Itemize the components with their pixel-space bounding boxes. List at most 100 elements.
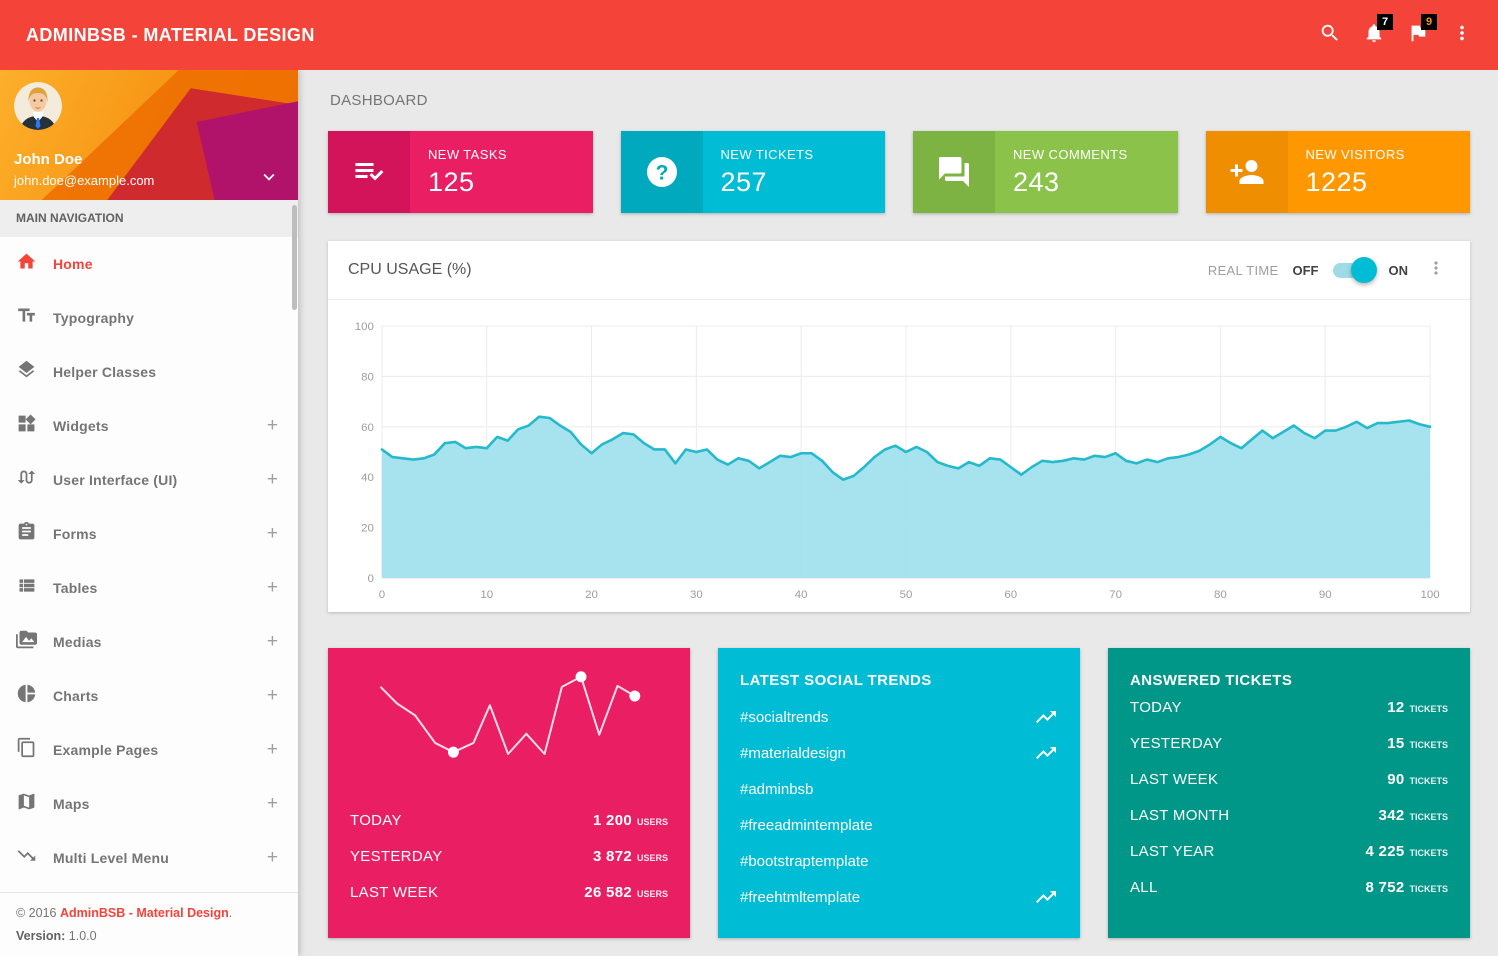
cpu-usage-card: CPU USAGE (%) REAL TIME OFF ON 0 20 40 60 80… — [328, 241, 1470, 612]
layers-icon — [16, 359, 37, 385]
main-content: DASHBOARD NEW TASKS 125 ? NEW TICKETS 25… — [298, 70, 1498, 956]
answered-tickets-title: ANSWERED TICKETS — [1130, 672, 1293, 689]
header-actions: 7 9 — [1308, 13, 1484, 57]
infobox-new-tasks: NEW TASKS 125 — [328, 131, 593, 213]
ticket-row: LAST YEAR 4 225 TICKETS — [1130, 843, 1448, 860]
sidebar-item-charts[interactable]: Charts + — [0, 669, 298, 723]
svg-text:60: 60 — [361, 422, 374, 434]
sidebar-item-helper-classes[interactable]: Helper Classes — [0, 345, 298, 399]
profile-expand-button[interactable] — [256, 166, 282, 192]
trending-up-icon — [1034, 741, 1058, 765]
sidebar-item-example-pages[interactable]: Example Pages + — [0, 723, 298, 777]
svg-text:90: 90 — [1319, 589, 1332, 601]
svg-text:70: 70 — [1109, 589, 1122, 601]
trend-row[interactable]: #adminbsb — [740, 780, 814, 798]
widgets-icon — [16, 413, 37, 439]
answered-tickets-card: ANSWERED TICKETS TODAY 12 TICKETS YESTER… — [1108, 648, 1470, 938]
sidebar-item-widgets[interactable]: Widgets + — [0, 399, 298, 453]
ticket-row: ALL 8 752 TICKETS — [1130, 879, 1448, 896]
map-icon — [16, 791, 37, 817]
stat-row: TODAY 1 200 USERS — [350, 812, 668, 829]
ticket-row: LAST MONTH 342 TICKETS — [1130, 807, 1448, 824]
copy-icon — [16, 737, 37, 763]
user-email: john.doe@example.com — [14, 173, 155, 188]
nav-section-label: MAIN NAVIGATION — [0, 200, 298, 237]
sidebar-item-typography[interactable]: Typography — [0, 291, 298, 345]
sidebar-item-maps[interactable]: Maps + — [0, 777, 298, 831]
more-vert-icon — [1451, 22, 1473, 49]
toggle-on-label: ON — [1388, 262, 1409, 278]
visitors-sparkline — [328, 648, 690, 800]
cpu-card-menu-button[interactable] — [1422, 256, 1450, 284]
svg-text:100: 100 — [355, 321, 374, 333]
version-value: 1.0.0 — [68, 929, 97, 943]
trend-row[interactable]: #freeadmintemplate — [740, 816, 873, 834]
trend-row[interactable]: #bootstraptemplate — [740, 852, 869, 870]
svg-text:80: 80 — [361, 371, 374, 383]
list-icon — [16, 575, 37, 601]
infobox-new-tickets: ? NEW TICKETS 257 — [620, 131, 885, 213]
avatar — [14, 82, 62, 130]
sidebar-footer: © 2016 AdminBSB - Material Design. Versi… — [0, 892, 298, 956]
user-profile-card: John Doe john.doe@example.com — [0, 70, 298, 200]
cpu-chart-svg: 0 20 40 60 80 100 0 10 20 30 40 50 60 70 80 90 100 — [355, 321, 1440, 601]
trend-list: #socialtrends #materialdesign #adminbsb … — [718, 695, 1080, 915]
svg-text:10: 10 — [480, 589, 493, 601]
main-navigation: Home Typography Helper Classes Widgets +… — [0, 237, 298, 885]
help-icon: ? — [620, 131, 703, 213]
svg-text:30: 30 — [690, 589, 703, 601]
search-button[interactable] — [1308, 13, 1352, 57]
realtime-label: REAL TIME — [1207, 262, 1279, 278]
page-title: DASHBOARD — [330, 92, 428, 109]
cpu-card-controls: REAL TIME OFF ON — [1208, 256, 1450, 284]
stat-row: YESTERDAY 3 872 USERS — [350, 848, 668, 865]
sidebar-scrollbar[interactable] — [292, 205, 297, 310]
ticket-row: TODAY 12 TICKETS — [1130, 699, 1448, 716]
cpu-card-title: CPU USAGE (%) — [348, 261, 472, 278]
sidebar-item-user-interface[interactable]: User Interface (UI) + — [0, 453, 298, 507]
sidebar-item-medias[interactable]: Medias + — [0, 615, 298, 669]
more-vert-icon — [1426, 258, 1446, 283]
svg-text:0: 0 — [379, 589, 385, 601]
svg-text:40: 40 — [361, 472, 374, 484]
playlist-check-icon — [328, 131, 410, 213]
infobox-label: NEW VISITORS — [1305, 146, 1405, 162]
trend-row[interactable]: #socialtrends — [740, 699, 1058, 735]
sidebar-item-home[interactable]: Home — [0, 237, 298, 291]
realtime-toggle[interactable] — [1332, 256, 1377, 283]
infobox-value: 1225 — [1305, 166, 1368, 197]
flag-badge: 9 — [1421, 14, 1437, 30]
flags-button[interactable]: 9 — [1396, 13, 1440, 57]
infobox-value: 125 — [428, 166, 475, 197]
sidebar: John Doe john.doe@example.com MAIN NAVIG… — [0, 70, 298, 956]
adminbsb-link[interactable]: AdminBSB - Material Design — [59, 906, 229, 920]
svg-text:20: 20 — [585, 589, 598, 601]
visitor-stat-rows: TODAY 1 200 USERS YESTERDAY 3 872 USERS … — [328, 800, 690, 920]
version-label: Version: — [16, 929, 69, 943]
infobox-value: 243 — [1013, 166, 1060, 197]
sidebar-item-multi-level-menu[interactable]: Multi Level Menu + — [0, 831, 298, 885]
forum-icon — [913, 131, 995, 213]
svg-text:60: 60 — [1004, 589, 1017, 601]
app-header: ADMINBSB - MATERIAL DESIGN 7 9 — [0, 0, 1498, 70]
infobox-value: 257 — [720, 166, 768, 197]
swap-calls-icon — [16, 467, 37, 493]
clipboard-icon — [16, 521, 37, 547]
infobox-new-visitors: NEW VISITORS 1225 — [1205, 131, 1470, 213]
app-title: ADMINBSB - MATERIAL DESIGN — [26, 24, 315, 45]
svg-text:50: 50 — [900, 589, 913, 601]
header-overflow-menu[interactable] — [1440, 13, 1484, 57]
sidebar-item-tables[interactable]: Tables + — [0, 561, 298, 615]
search-icon — [1319, 22, 1341, 49]
notifications-button[interactable]: 7 — [1352, 13, 1396, 57]
sidebar-item-forms[interactable]: Forms + — [0, 507, 298, 561]
toggle-off-label: OFF — [1292, 262, 1319, 278]
svg-text:80: 80 — [1214, 589, 1227, 601]
media-icon — [16, 629, 37, 655]
typography-icon — [16, 305, 37, 331]
ticket-row: LAST WEEK 90 TICKETS — [1130, 771, 1448, 788]
ticket-rows: TODAY 12 TICKETS YESTERDAY 15 TICKETS LA… — [1108, 695, 1470, 915]
cpu-usage-chart: 0 20 40 60 80 100 0 10 20 30 40 50 60 70 80 90 100 — [328, 300, 1470, 612]
trend-row[interactable]: #freehtmltemplate — [740, 879, 1058, 915]
trend-row[interactable]: #materialdesign — [740, 735, 1058, 771]
